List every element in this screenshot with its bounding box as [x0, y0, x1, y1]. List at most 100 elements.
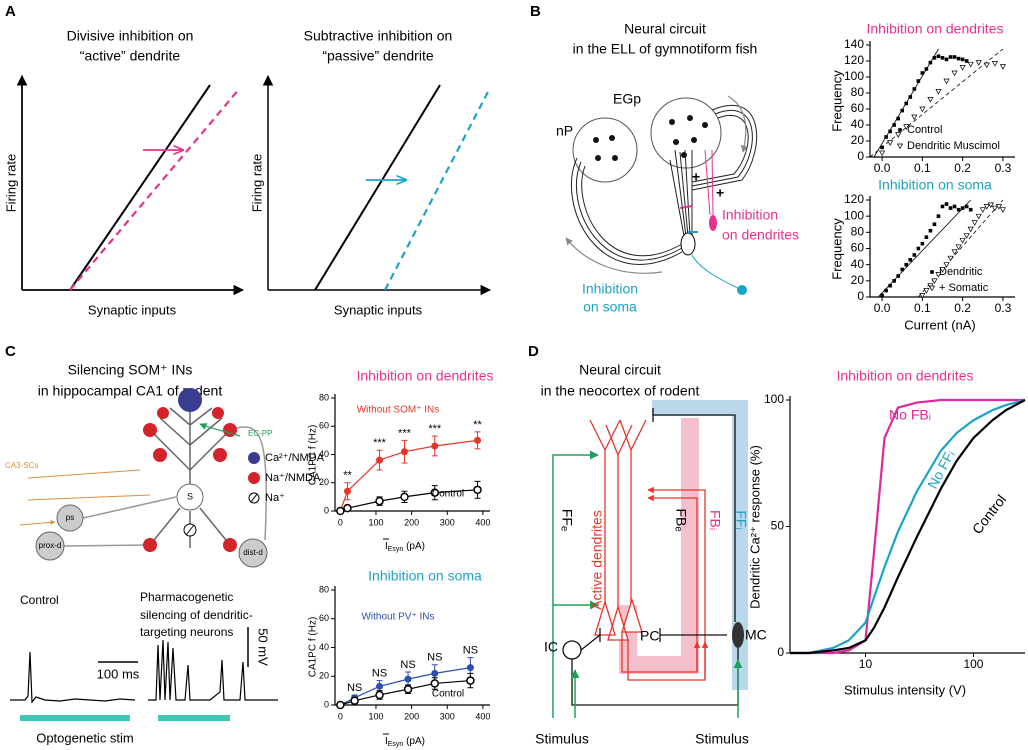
input-arrows — [19, 469, 151, 525]
axis-label: Synaptic inputs — [334, 302, 423, 317]
point — [908, 258, 913, 262]
curve — [69, 87, 241, 291]
excitatory-input — [552, 450, 743, 718]
y-tick-label: 40 — [319, 642, 329, 652]
x-tick-label: 100 — [963, 657, 983, 671]
x-axis-label: IEsyn (pA) — [385, 736, 425, 749]
principal-cell — [680, 232, 696, 256]
point — [935, 272, 942, 278]
fibers — [570, 104, 758, 265]
y-axis-label: Frequency — [829, 70, 844, 132]
label: FFₑ — [559, 509, 575, 531]
x-tick-label: 400 — [475, 517, 490, 527]
point — [896, 116, 900, 121]
label: FFᵢ — [733, 510, 749, 529]
x-tick-label: 200 — [404, 711, 419, 721]
y-axis-label: CA1PC f (Hz) — [308, 425, 319, 486]
sign: + — [692, 169, 700, 185]
label: Pharmacogenetic — [140, 590, 233, 604]
legend-label: Dendritic — [939, 266, 983, 278]
point — [956, 56, 961, 61]
series-label: Control — [432, 489, 464, 500]
x-tick-label: 0.3 — [995, 301, 1012, 315]
y-tick-label: 60 — [319, 421, 329, 431]
label: Control — [20, 593, 59, 607]
point — [930, 270, 934, 274]
label: ps — [66, 513, 74, 522]
label: silencing of dendritic- — [140, 608, 253, 622]
x-tick-label: 10 — [859, 657, 873, 671]
y-tick-label: 40 — [851, 117, 865, 131]
series-line — [790, 398, 1026, 655]
label: Inhibition — [582, 281, 638, 297]
chart-title: Inhibition on dendrites — [867, 21, 1004, 37]
x-tick-label: 0.3 — [995, 161, 1012, 175]
subtitle: in the ELL of gymnotiform fish — [573, 41, 758, 57]
subtitle: Silencing SOM⁺ INs — [68, 362, 193, 378]
label: Active dendrites — [589, 510, 605, 610]
y-tick-label: 0 — [324, 699, 329, 709]
chart: 0 50 100 10 100 Inhibition on dendrites Dendri… — [747, 368, 1026, 697]
point — [983, 62, 990, 69]
label: S — [187, 491, 193, 501]
point — [952, 204, 957, 209]
point — [991, 205, 998, 212]
label: Optogenetic stim — [36, 730, 134, 745]
point — [928, 60, 933, 65]
y-tick-label: 100 — [844, 69, 864, 83]
y-axis-label: Dendritic Ca²⁺ response (%) — [747, 445, 762, 609]
x-tick-label: 0.2 — [954, 161, 971, 175]
x-axis-label: Current (nA) — [904, 317, 976, 332]
label: prox-d — [39, 541, 62, 550]
point — [336, 700, 345, 710]
y-tick-label: 60 — [319, 613, 329, 623]
legend-label: + Somatic — [939, 282, 989, 294]
point — [904, 262, 909, 267]
x-axis-label-part: (pA) — [403, 541, 425, 552]
point — [959, 238, 966, 244]
point — [350, 696, 359, 705]
label: on soma — [583, 299, 637, 315]
point — [924, 235, 929, 239]
point — [474, 436, 482, 444]
axis-label: Firing rate — [3, 154, 18, 213]
point — [951, 249, 958, 255]
point — [940, 56, 945, 60]
point — [967, 61, 974, 68]
scale-label: 100 ms — [97, 666, 140, 681]
point — [880, 145, 884, 150]
point — [983, 204, 990, 210]
point — [887, 140, 894, 146]
ic-cell — [562, 640, 582, 660]
point — [920, 71, 925, 75]
x-tick-label: 300 — [440, 711, 455, 721]
x-axis-label-part: I — [385, 541, 388, 552]
point — [963, 233, 970, 239]
point — [375, 496, 384, 506]
point — [923, 288, 930, 294]
significance: *** — [398, 427, 412, 439]
y-axis-label: Frequency — [829, 218, 844, 280]
panel-letter: A — [5, 3, 16, 20]
significance: ** — [473, 419, 482, 431]
y-tick-label: 0 — [777, 645, 784, 659]
panel-d: D Neural circuit in the neocortex of rod… — [528, 343, 767, 747]
point — [932, 222, 937, 227]
point — [888, 283, 892, 288]
y-tick-label: 80 — [851, 85, 865, 99]
scale-label: 50 mV — [256, 628, 271, 666]
x-tick-label: 400 — [475, 711, 490, 721]
y-tick-label: 40 — [851, 257, 865, 271]
label: CA3-SCs — [5, 461, 38, 470]
series-label: Without PV⁺ INs — [361, 612, 434, 623]
point — [991, 61, 998, 67]
point — [376, 456, 384, 464]
x-tick-label: 0.1 — [914, 161, 931, 175]
y-tick-label: 20 — [319, 671, 329, 681]
legend-marker — [250, 493, 258, 503]
point — [968, 207, 973, 212]
point — [376, 682, 384, 690]
point — [884, 288, 888, 293]
x-tick-label: 0 — [338, 517, 343, 527]
pyramidal-cells — [589, 419, 709, 681]
